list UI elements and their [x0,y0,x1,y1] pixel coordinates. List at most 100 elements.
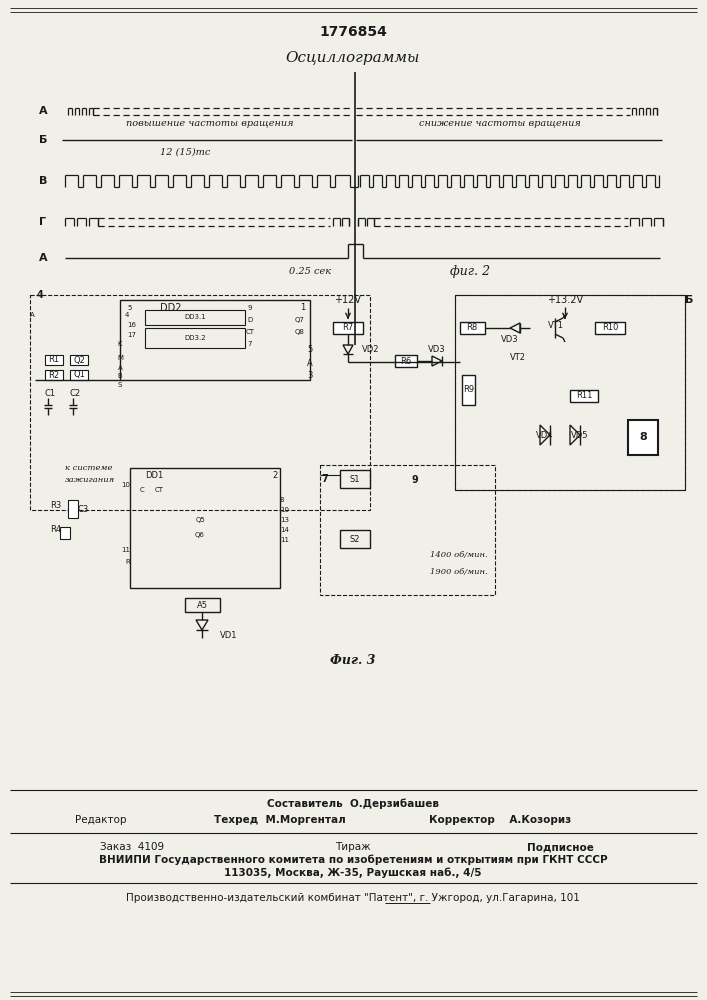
Text: 1: 1 [300,304,305,312]
Text: Техред  М.Моргентал: Техред М.Моргентал [214,815,346,825]
Text: R8: R8 [467,324,478,332]
Text: 11: 11 [280,537,289,543]
Text: DD3.1: DD3.1 [184,314,206,320]
Text: 7: 7 [247,341,252,347]
Text: 8: 8 [639,432,647,442]
Text: R10: R10 [602,324,618,332]
Bar [595,322,625,334]
Text: Г: Г [40,217,47,227]
Text: В: В [39,176,47,186]
Text: Тираж: Тираж [335,842,370,852]
Text: 4: 4 [37,290,44,300]
Text: A: A [30,312,35,318]
Text: 1776854: 1776854 [319,25,387,39]
Text: Q6: Q6 [195,532,205,538]
Bar [120,300,310,380]
Text: 4: 4 [125,312,129,318]
Text: CT: CT [155,487,164,493]
Bar [185,598,220,612]
Text: 10: 10 [280,507,289,513]
Bar [455,295,685,490]
Bar [333,322,363,334]
Text: 1400 об/мин.: 1400 об/мин. [430,551,488,559]
Text: Q7: Q7 [295,317,305,323]
Text: 5: 5 [127,305,132,311]
Bar [462,375,475,405]
Text: C3: C3 [78,504,89,514]
Text: 1900 об/мин.: 1900 об/мин. [430,568,488,576]
Text: Q2: Q2 [73,356,85,364]
Text: A5: A5 [197,600,207,609]
Text: DD1: DD1 [145,471,163,480]
Text: 2: 2 [272,471,278,480]
Text: C1: C1 [45,388,56,397]
Text: S2: S2 [350,534,361,544]
Text: Редактор: Редактор [75,815,127,825]
Bar [70,370,88,380]
Text: R: R [125,559,130,565]
Text: R11: R11 [575,391,592,400]
Text: 9: 9 [247,305,252,311]
Text: 7: 7 [322,474,328,484]
Text: +12V: +12V [334,295,361,305]
Bar [628,420,658,455]
Text: ВНИИПИ Государственного комитета по изобретениям и открытиям при ГКНТ СССР: ВНИИПИ Государственного комитета по изоб… [99,855,607,865]
Bar [130,468,280,588]
Bar [340,470,370,488]
Text: 5: 5 [308,346,312,355]
Text: S1: S1 [350,475,361,484]
Bar [70,355,88,365]
Text: Q8: Q8 [295,329,305,335]
Text: VT2: VT2 [510,354,526,362]
Text: зажигания: зажигания [65,476,115,484]
Text: А: А [39,106,47,116]
Text: Q5: Q5 [195,517,205,523]
Text: R1: R1 [49,356,59,364]
Text: 12 (15)тс: 12 (15)тс [160,147,210,156]
Text: C: C [140,487,145,493]
Text: R9: R9 [463,385,474,394]
Text: DD3.2: DD3.2 [185,335,206,341]
Text: 11: 11 [121,547,130,553]
Text: 0.25 сек: 0.25 сек [289,267,331,276]
Text: +13.2V: +13.2V [547,295,583,305]
Text: R2: R2 [49,370,59,379]
Text: M: M [117,355,123,361]
Text: 16: 16 [127,322,136,328]
Text: R4: R4 [50,526,61,534]
Text: R3: R3 [50,500,62,510]
Text: снижение частоты вращения: снижение частоты вращения [419,118,581,127]
Text: S: S [118,382,122,388]
Text: Заказ  4109: Заказ 4109 [100,842,164,852]
Text: VD2: VD2 [362,346,380,355]
Bar [60,527,70,539]
Text: 14: 14 [280,527,289,533]
Bar [460,322,485,334]
Bar [145,310,245,325]
Text: VT1: VT1 [548,320,564,330]
Bar [320,465,495,595]
Text: B: B [117,373,122,379]
Text: Составитель  О.Дерзибашев: Составитель О.Дерзибашев [267,799,439,809]
Text: VD3: VD3 [428,346,446,355]
Text: 113035, Москва, Ж-35, Раушская наб., 4/5: 113035, Москва, Ж-35, Раушская наб., 4/5 [224,868,481,878]
Text: DD2: DD2 [160,303,182,313]
Bar [45,355,63,365]
Text: D: D [247,317,252,323]
Text: 3: 3 [308,370,312,379]
Text: А: А [39,253,47,263]
Text: 10: 10 [121,482,130,488]
Text: Б: Б [39,135,47,145]
Bar [570,390,598,402]
Text: VD4: VD4 [536,430,554,440]
Text: VD5: VD5 [571,430,589,440]
Bar [455,295,685,490]
Text: Подписное: Подписное [527,842,593,852]
Text: Фиг. 3: Фиг. 3 [330,654,375,666]
Text: VD3: VD3 [501,336,519,344]
Text: Корректор    А.Козориз: Корректор А.Козориз [429,815,571,825]
Text: Б: Б [684,295,693,305]
Bar [30,295,370,510]
Text: A: A [307,360,313,368]
Text: 13: 13 [280,517,289,523]
